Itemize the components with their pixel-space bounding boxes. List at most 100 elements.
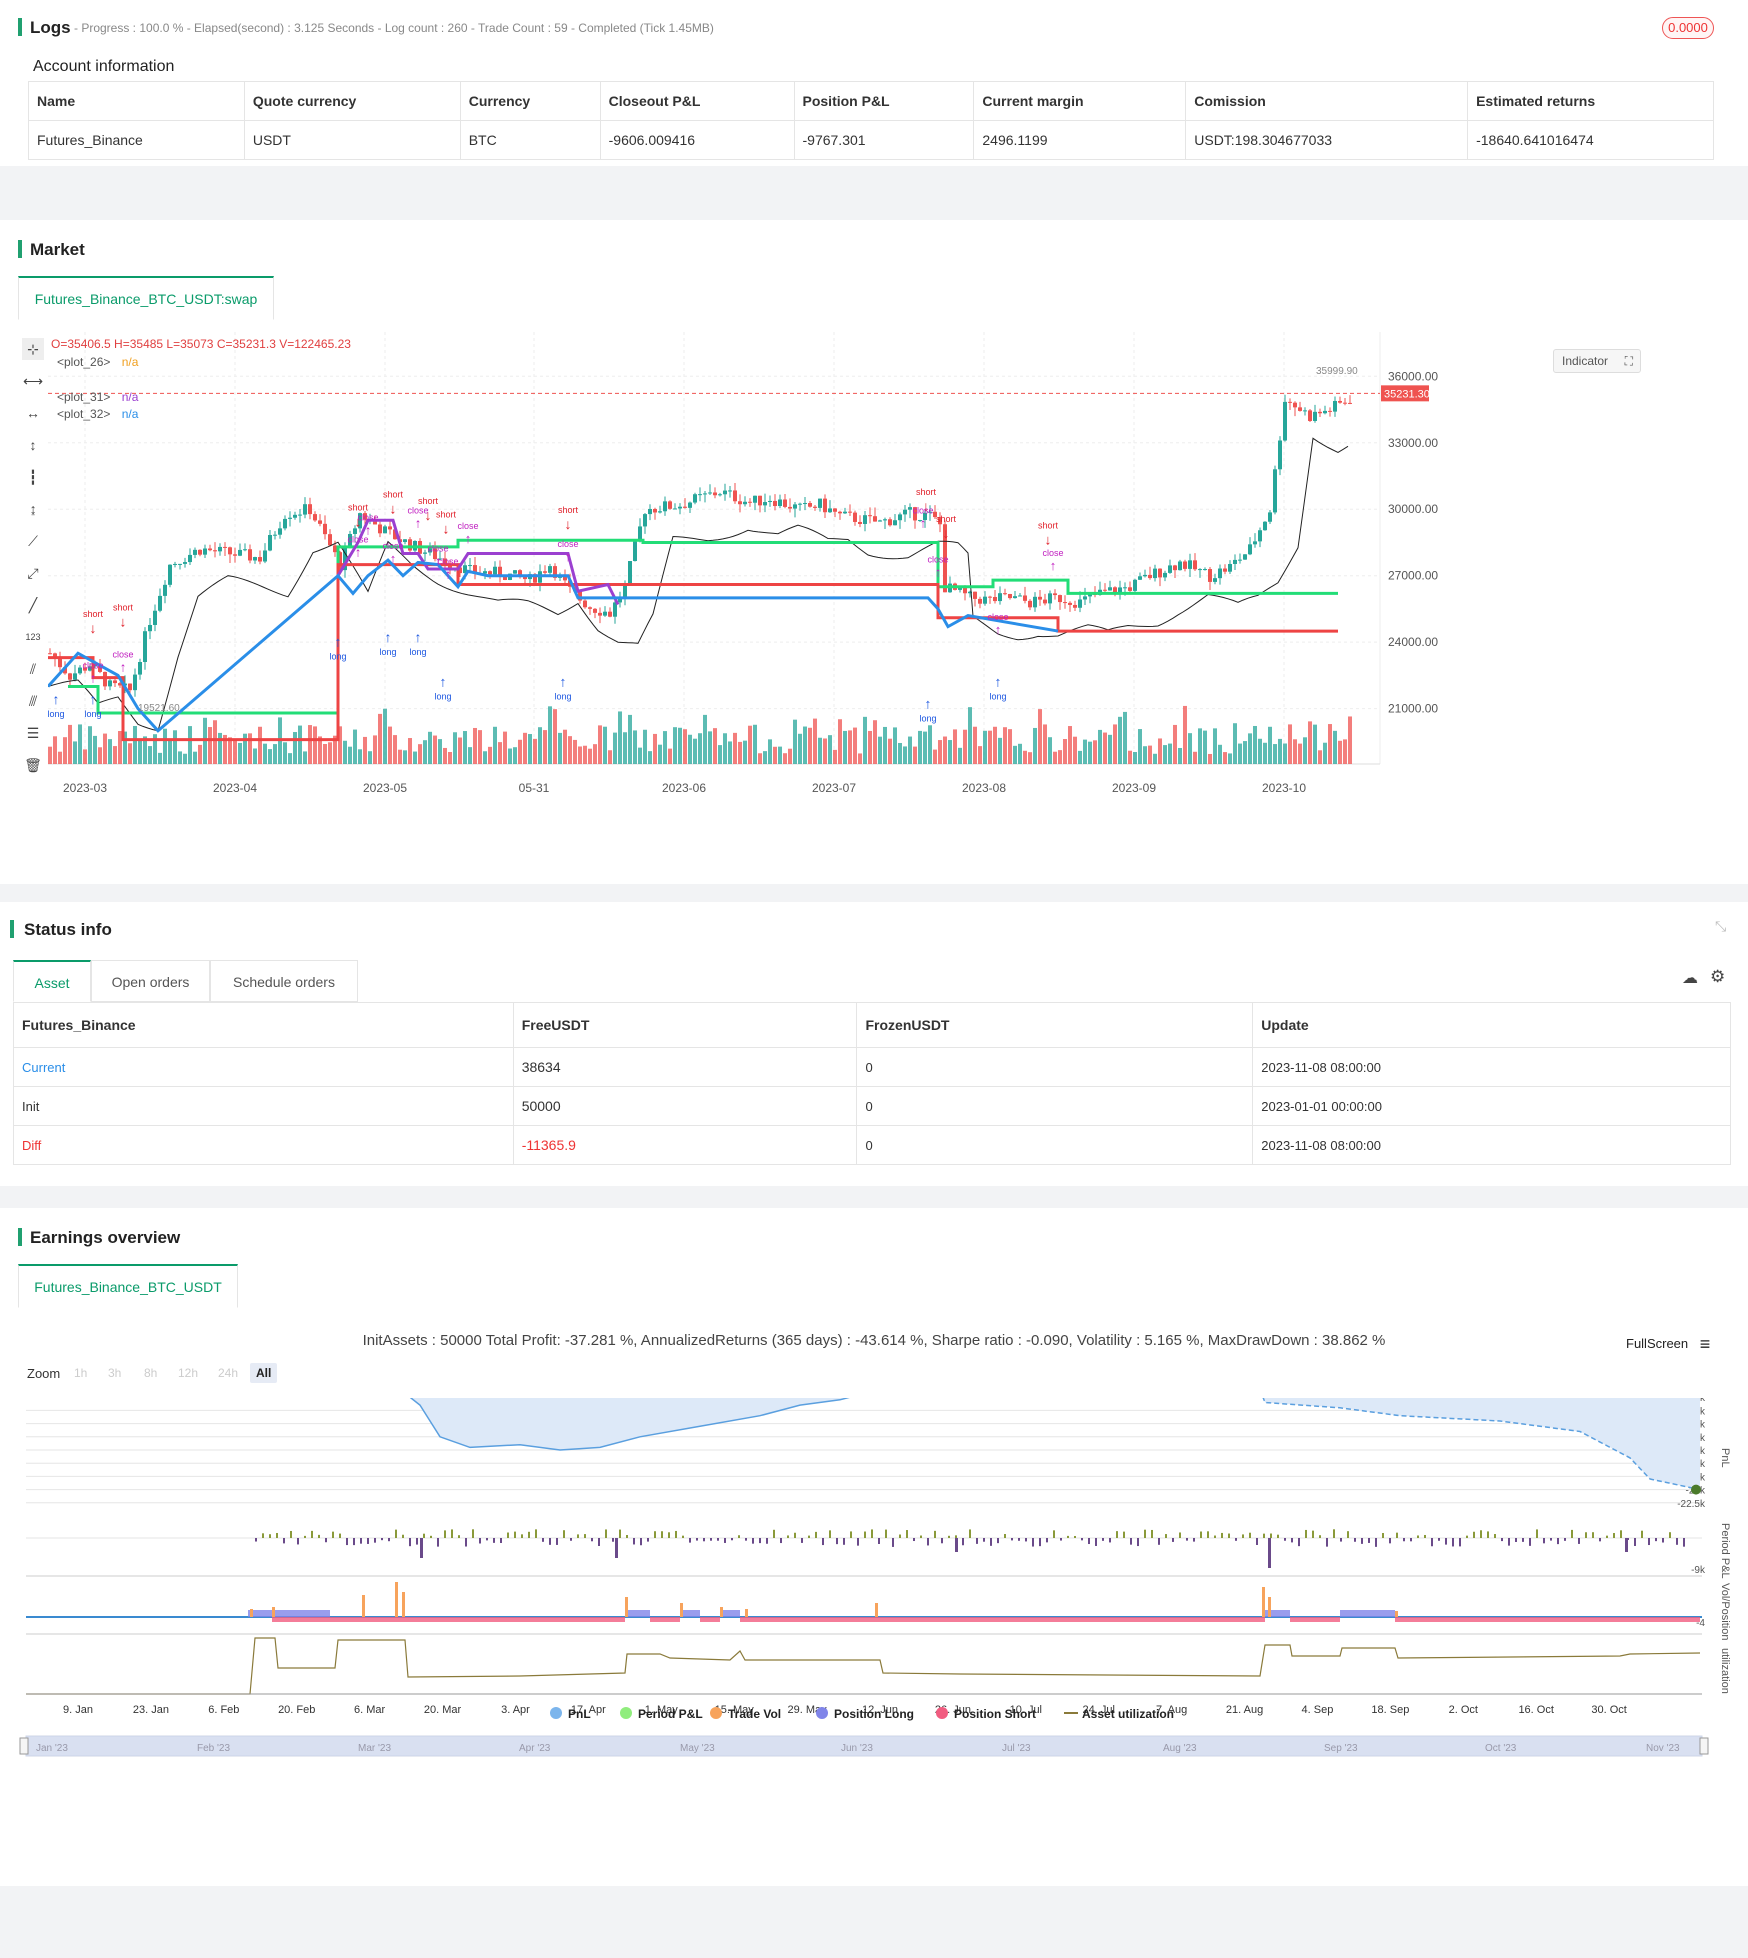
volume-bar — [493, 726, 497, 764]
period-bar — [1543, 1538, 1545, 1544]
trade-vol-bar — [625, 1597, 628, 1617]
fib-retracement-icon[interactable]: ☰ — [26, 725, 40, 741]
period-bar — [1669, 1532, 1671, 1538]
volume-bar — [528, 734, 532, 764]
signal-short-label: short — [113, 602, 134, 612]
x-tick-label: 10. Jul — [1010, 1704, 1042, 1716]
volume-bar — [1143, 746, 1147, 764]
account-cell-1: USDT — [243, 120, 461, 160]
trash-icon[interactable]: 🗑 — [24, 757, 42, 773]
legend-name: <plot_32> — [57, 407, 111, 421]
period-bar — [1193, 1538, 1195, 1542]
volume-bar — [358, 749, 362, 764]
candle-body — [1208, 569, 1212, 582]
volume-bar — [463, 731, 467, 764]
legend-label: PnL — [568, 1707, 591, 1721]
volume-bar — [1138, 729, 1142, 764]
market-chart[interactable]: 2023-03 2023-04 2023-05 05-31 2023-06 2023-07… — [48, 332, 1748, 892]
trend-line-icon[interactable]: ⟋ — [28, 533, 38, 549]
period-bar — [1522, 1538, 1524, 1542]
candle-body — [1008, 594, 1012, 599]
high-label: 35999.90 — [1316, 366, 1358, 377]
gear-icon[interactable]: ⚙ — [1710, 967, 1726, 986]
x-tick-label: 2023-09 — [1112, 781, 1156, 795]
candle-body — [148, 624, 152, 632]
period-bar — [766, 1538, 768, 1544]
price-label-icon[interactable]: 123 — [25, 632, 41, 642]
candle-body — [903, 509, 907, 515]
vertical-line-icon[interactable]: ┇ — [28, 469, 38, 485]
expand-icon[interactable]: ⛶ — [1624, 354, 1633, 368]
volume-bar — [518, 739, 522, 764]
zoom-12h[interactable]: 12h — [178, 1366, 199, 1380]
account-cell-7: -18640.641016474 — [1467, 120, 1714, 160]
volume-bar — [623, 732, 627, 764]
asset-cell: Current — [13, 1047, 514, 1087]
indicator-button[interactable]: Indicator ⛶ — [1553, 349, 1641, 373]
period-bar — [1683, 1538, 1685, 1547]
x-tick-label: 17. Apr — [571, 1704, 606, 1716]
candle-body — [1073, 604, 1077, 608]
zoom-8h[interactable]: 8h — [144, 1366, 158, 1380]
volume-bar — [1248, 733, 1252, 764]
zoom-24h[interactable]: 24h — [218, 1366, 239, 1380]
volume-bar — [548, 706, 552, 764]
asset-header-2: FrozenUSDT — [856, 1002, 1254, 1048]
status-tab-schedule-orders[interactable]: Schedule orders — [210, 960, 358, 1002]
volume-bar — [703, 714, 707, 764]
signal-long-arrow: ↑ — [415, 629, 422, 645]
crosshair-tool-icon[interactable]: ⊹ — [22, 338, 44, 360]
trade-vol-bar — [402, 1592, 405, 1617]
period-bar — [1606, 1535, 1608, 1538]
status-accent — [10, 920, 14, 938]
candle-body — [1183, 561, 1187, 569]
horizontal-ray-icon[interactable]: ⟷ — [22, 373, 44, 389]
candle-body — [1178, 561, 1182, 571]
candle-body — [958, 587, 962, 590]
vertical-segment-icon[interactable]: ↨ — [29, 501, 37, 517]
period-bar — [1508, 1538, 1510, 1546]
vertical-ray-icon[interactable]: ↕ — [29, 437, 37, 453]
zoom-All[interactable]: All — [250, 1363, 278, 1383]
volume-bar — [1158, 738, 1162, 764]
extended-line-icon[interactable]: ╱ — [28, 597, 38, 613]
menu-icon[interactable]: ≡ — [1699, 1334, 1711, 1354]
zoom-3h[interactable]: 3h — [108, 1366, 122, 1380]
candle-body — [803, 503, 807, 505]
market-tab[interactable]: Futures_Binance_BTC_USDT:swap — [18, 276, 274, 320]
account-header-0: Name — [28, 81, 245, 121]
candle-body — [718, 494, 722, 496]
status-tab-asset[interactable]: Asset — [13, 960, 91, 1002]
earnings-tab[interactable]: Futures_Binance_BTC_USDT — [18, 1264, 238, 1308]
fullscreen-button[interactable]: FullScreen ≡ — [1626, 1334, 1710, 1355]
candle-body — [1333, 400, 1337, 412]
cloud-download-icon[interactable]: ☁ — [1682, 970, 1698, 987]
period-bar — [836, 1538, 838, 1545]
position-short-block — [740, 1617, 1265, 1622]
candle-body — [93, 664, 97, 667]
zoom-1h[interactable]: 1h — [74, 1366, 88, 1380]
signal-close-label: close — [112, 650, 133, 660]
period-bar — [920, 1535, 922, 1538]
period-bar — [1207, 1531, 1209, 1538]
earnings-chart[interactable]: 0-2.5k-5k-7.5k-10k-12.5k-15k-17.5k-20k-2… — [0, 1398, 1748, 1958]
horizontal-line-icon[interactable]: ↔ — [26, 405, 40, 421]
candle-body — [1088, 593, 1092, 597]
candles — [48, 394, 1352, 697]
pitchfork-icon[interactable]: ⫻ — [28, 693, 38, 709]
volume-bar — [613, 732, 617, 764]
candle-body — [363, 513, 367, 520]
ray-line-icon[interactable]: ⤢ — [27, 565, 39, 581]
parallel-channel-icon[interactable]: ⫽ — [29, 661, 37, 677]
x-tick-label: 2. Oct — [1449, 1704, 1478, 1716]
candle-body — [438, 558, 442, 560]
status-tab-open-orders[interactable]: Open orders — [91, 960, 210, 1002]
account-table: Name Quote currency Currency Closeout P&L Po… — [28, 81, 1714, 160]
candle-body — [828, 508, 832, 513]
signal-short-label: short — [558, 505, 579, 515]
volume-bar — [913, 746, 917, 764]
candle-body — [103, 671, 107, 687]
volume-bar — [728, 741, 732, 764]
collapse-icon[interactable]: ⤡ — [1715, 918, 1727, 934]
volume-bar — [163, 728, 167, 764]
